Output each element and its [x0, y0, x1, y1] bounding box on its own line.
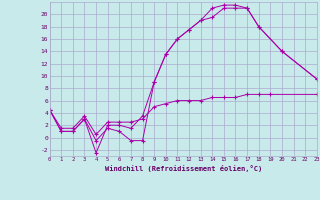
X-axis label: Windchill (Refroidissement éolien,°C): Windchill (Refroidissement éolien,°C)	[105, 165, 262, 172]
